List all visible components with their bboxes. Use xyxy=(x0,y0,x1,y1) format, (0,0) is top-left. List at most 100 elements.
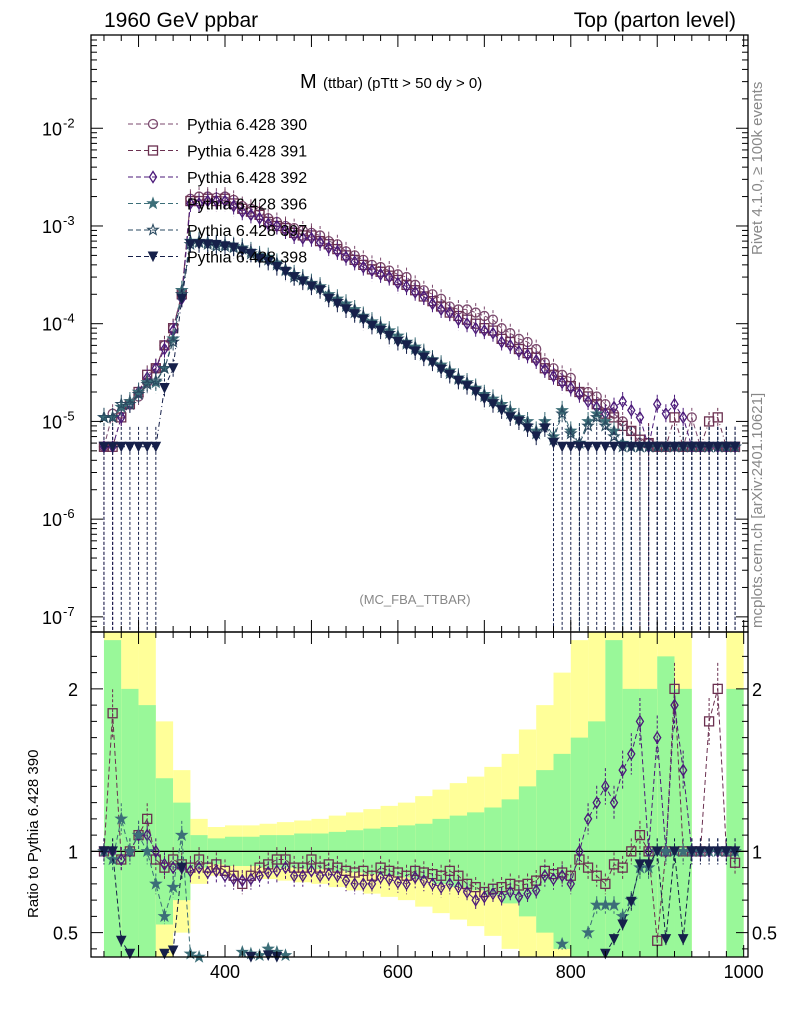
ratio-y-tick-label-right: 2 xyxy=(752,680,762,700)
data-point xyxy=(589,410,604,424)
ratio-point xyxy=(703,716,715,727)
data-point xyxy=(445,305,455,320)
ratio-point xyxy=(607,897,621,911)
ratio-point xyxy=(384,872,394,886)
data-point xyxy=(289,228,299,243)
ratio-point xyxy=(600,878,611,890)
data-point xyxy=(539,423,551,434)
data-point xyxy=(349,309,360,320)
series-line xyxy=(104,200,735,448)
data-point xyxy=(564,426,578,440)
data-point xyxy=(105,410,120,424)
legend-marker xyxy=(147,251,159,263)
legend-marker xyxy=(147,145,159,156)
data-point xyxy=(480,323,489,338)
data-point xyxy=(375,325,386,337)
legend-item: Pythia 6.428 396 xyxy=(128,196,307,214)
data-point xyxy=(591,441,603,453)
x-tick-label: 600 xyxy=(383,962,413,982)
data-point xyxy=(272,219,282,233)
ratio-point xyxy=(186,864,195,878)
analysis-watermark: (MC_FBA_TTBAR) xyxy=(359,592,470,607)
ratio-y-tick-label-right: 1 xyxy=(752,842,762,862)
ratio-point xyxy=(652,730,662,745)
data-point xyxy=(124,441,136,453)
data-point xyxy=(651,441,663,453)
data-point xyxy=(262,256,274,268)
ratio-point xyxy=(168,860,178,875)
ratio-point xyxy=(583,812,593,826)
data-point xyxy=(140,377,155,391)
band-inner-segment xyxy=(657,656,675,957)
ratio-point xyxy=(238,873,247,888)
data-point xyxy=(703,441,715,453)
ratio-point xyxy=(627,747,636,761)
data-point xyxy=(523,348,532,362)
ratio-point xyxy=(445,877,455,891)
ratio-point xyxy=(549,872,558,886)
ratio-point xyxy=(160,857,169,872)
data-point xyxy=(504,412,516,423)
legend-item: Pythia 6.428 392 xyxy=(128,170,307,187)
y-tick-label: 10 xyxy=(42,608,62,628)
y-tick-exponent: -6 xyxy=(63,506,75,521)
data-point xyxy=(574,441,585,453)
ratio-point xyxy=(651,846,663,857)
ratio-point xyxy=(678,763,688,777)
data-point xyxy=(600,441,611,453)
band-inner-segment xyxy=(726,688,744,957)
ratio-point xyxy=(193,854,205,865)
legend-item: Pythia 6.428 397 xyxy=(128,222,307,240)
ratio-point xyxy=(255,869,264,883)
ratio-point xyxy=(263,865,273,880)
ratio-point xyxy=(626,846,637,857)
ratio-point xyxy=(410,870,420,885)
data-point xyxy=(444,369,456,381)
data-point xyxy=(254,253,265,265)
band-inner-segment xyxy=(639,688,658,957)
data-point xyxy=(634,441,646,453)
ratio-point xyxy=(592,795,601,810)
legend-marker xyxy=(146,222,160,236)
ratio-point xyxy=(203,865,212,880)
data-point xyxy=(211,239,222,251)
data-point xyxy=(263,217,273,231)
data-point xyxy=(540,362,550,377)
ratio-point xyxy=(540,869,550,883)
y-tick-exponent: -4 xyxy=(63,311,75,326)
legend-item: Pythia 6.428 391 xyxy=(128,144,307,161)
data-point xyxy=(678,410,688,425)
ratio-point xyxy=(712,846,724,857)
y-tick-exponent: -7 xyxy=(63,604,75,619)
ratio-point xyxy=(419,873,429,888)
ratio-point xyxy=(566,877,576,891)
ratio-point xyxy=(480,890,489,904)
data-point xyxy=(531,353,541,368)
ratio-series-398 xyxy=(98,838,741,963)
data-point xyxy=(462,316,472,331)
mcplots-label: mcplots.cern.ch [arXiv:2401.10621] xyxy=(749,393,766,628)
ratio-point xyxy=(262,950,274,961)
ratio-point xyxy=(721,846,732,857)
data-point xyxy=(133,441,144,453)
data-point xyxy=(306,281,317,293)
legend-label: Pythia 6.428 390 xyxy=(187,117,307,134)
ratio-point xyxy=(660,934,672,945)
series-398 xyxy=(98,234,741,632)
ratio-point xyxy=(280,854,291,865)
ratio-point xyxy=(454,880,463,894)
data-point xyxy=(160,342,169,356)
data-point xyxy=(712,441,724,453)
plot-title-sub: (ttbar) (pTtt > 50 dy > 0) xyxy=(323,75,482,92)
data-point xyxy=(159,382,170,394)
data-point xyxy=(245,248,257,260)
ratio-point xyxy=(167,945,179,957)
x-tick-label: 1000 xyxy=(724,962,764,982)
data-point xyxy=(635,410,645,425)
ratio-point xyxy=(315,869,325,883)
data-point xyxy=(566,381,576,395)
data-point xyxy=(359,260,368,274)
ratio-point xyxy=(281,860,290,875)
data-point xyxy=(228,242,239,254)
